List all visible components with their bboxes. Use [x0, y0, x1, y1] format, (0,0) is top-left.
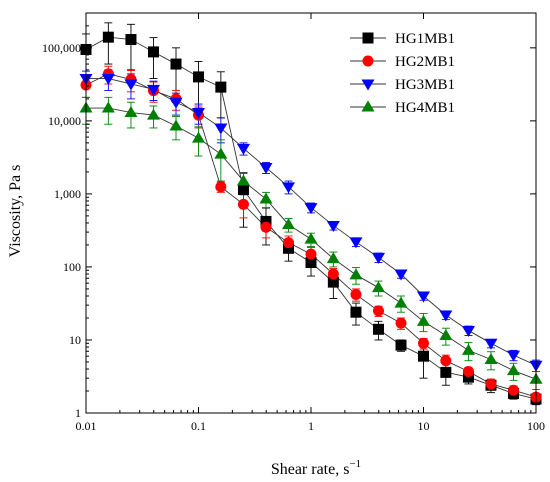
legend-marker-hg1mb1: [362, 32, 374, 44]
data-point-hg3mb1: [461, 325, 475, 337]
data-point-hg3mb1: [439, 310, 453, 322]
data-point-hg2mb1: [327, 268, 339, 280]
data-point-hg3mb1: [304, 203, 318, 215]
y-tick-label: 100: [63, 260, 81, 274]
x-tick-label: 10: [418, 419, 430, 433]
x-tick-label: 0.1: [191, 419, 206, 433]
data-point-hg3mb1: [417, 291, 430, 303]
data-point-hg1mb1: [260, 215, 272, 227]
data-point-hg1mb1: [462, 371, 474, 383]
legend: HG1MB1 HG2MB1 HG3MB1 HG4MB1: [350, 31, 455, 116]
data-point-hg1mb1: [350, 306, 362, 318]
data-point-hg3mb1: [146, 84, 160, 96]
legend-label-hg2mb1: HG2MB1: [395, 54, 455, 70]
data-point-hg4mb1: [124, 106, 138, 118]
data-point-hg1mb1: [305, 257, 317, 269]
data-point-hg4mb1: [101, 101, 115, 113]
data-point-hg3mb1: [236, 143, 250, 155]
x-axis-label: Shear rate, s−1: [271, 458, 361, 478]
x-tick-label: 0.01: [76, 419, 97, 433]
x-tick-label: 100: [527, 419, 545, 433]
data-point-hg1mb1: [237, 183, 249, 195]
data-point-hg4mb1: [304, 232, 318, 244]
data-point-hg2mb1: [485, 378, 497, 390]
data-point-hg2mb1: [395, 317, 407, 329]
data-point-hg1mb1: [170, 58, 182, 70]
data-point-hg1mb1: [147, 46, 159, 58]
data-point-hg4mb1: [146, 108, 160, 120]
data-point-hg2mb1: [283, 237, 295, 249]
data-point-hg2mb1: [508, 384, 520, 396]
data-point-hg1mb1: [283, 242, 295, 254]
y-tick-label: 10: [69, 333, 81, 347]
data-point-hg2mb1: [260, 221, 272, 233]
data-point-hg1mb1: [193, 71, 204, 83]
data-point-hg2mb1: [372, 305, 384, 317]
data-point-hg2mb1: [350, 288, 362, 300]
y-tick-label: 1,000: [54, 187, 81, 201]
data-point-hg4mb1: [507, 364, 521, 376]
y-tick-label: 100,000: [42, 41, 81, 55]
data-point-hg2mb1: [462, 366, 474, 378]
data-point-hg1mb1: [102, 31, 114, 43]
x-axis-label-text: Shear rate, s: [271, 461, 350, 478]
legend-label-hg1mb1: HG1MB1: [395, 31, 455, 47]
data-point-hg2mb1: [237, 198, 249, 210]
data-point-hg4mb1: [484, 353, 498, 365]
legend-label-hg4mb1: HG4MB1: [395, 100, 455, 116]
data-point-hg2mb1: [215, 181, 227, 193]
data-point-hg4mb1: [169, 119, 183, 131]
data-point-hg1mb1: [215, 81, 227, 93]
series-layer: [79, 31, 543, 405]
legend-label-hg3mb1: HG3MB1: [395, 77, 455, 93]
data-point-hg4mb1: [349, 268, 363, 280]
y-tick-label: 1: [75, 406, 81, 420]
data-point-hg1mb1: [372, 323, 384, 335]
legend-marker-hg4mb1: [361, 100, 375, 112]
data-point-hg3mb1: [169, 97, 183, 109]
x-axis-label-superscript: −1: [349, 458, 361, 470]
legend-marker-hg2mb1: [362, 55, 374, 67]
data-point-hg2mb1: [440, 355, 452, 367]
data-point-hg4mb1: [192, 131, 205, 143]
data-point-hg4mb1: [326, 252, 340, 264]
data-point-hg4mb1: [371, 281, 385, 293]
data-point-hg3mb1: [259, 162, 273, 174]
data-point-hg3mb1: [371, 252, 385, 264]
data-point-hg4mb1: [417, 314, 430, 326]
data-point-hg3mb1: [394, 269, 408, 281]
data-point-hg3mb1: [101, 74, 115, 86]
data-point-hg1mb1: [125, 34, 137, 46]
axes: 0.01 0.1 1 10 100 1 10 100 1,000 10,000 100,000: [42, 12, 545, 433]
data-point-hg3mb1: [192, 108, 205, 120]
data-point-hg2mb1: [305, 248, 317, 260]
data-point-hg1mb1: [440, 366, 452, 378]
data-point-hg4mb1: [259, 192, 273, 204]
data-point-hg3mb1: [484, 338, 498, 350]
data-point-hg3mb1: [326, 220, 340, 232]
data-point-hg4mb1: [236, 174, 250, 186]
data-point-hg4mb1: [461, 343, 475, 355]
data-point-hg4mb1: [282, 218, 296, 230]
x-tick-label: 1: [308, 419, 314, 433]
data-point-hg3mb1: [124, 79, 138, 91]
data-point-hg4mb1: [214, 147, 228, 159]
data-point-hg1mb1: [395, 339, 407, 351]
data-point-hg3mb1: [349, 237, 363, 249]
data-point-hg3mb1: [214, 123, 228, 135]
y-tick-label: 10,000: [48, 114, 81, 128]
data-point-hg1mb1: [418, 350, 429, 362]
data-point-hg3mb1: [282, 182, 296, 194]
data-point-hg4mb1: [394, 296, 408, 308]
data-point-hg4mb1: [439, 329, 453, 341]
data-point-hg3mb1: [507, 350, 521, 362]
y-axis-label: Viscosity, Pa s: [7, 165, 24, 258]
data-point-hg1mb1: [327, 276, 339, 288]
legend-marker-hg3mb1: [361, 79, 375, 91]
data-point-hg2mb1: [418, 337, 429, 349]
